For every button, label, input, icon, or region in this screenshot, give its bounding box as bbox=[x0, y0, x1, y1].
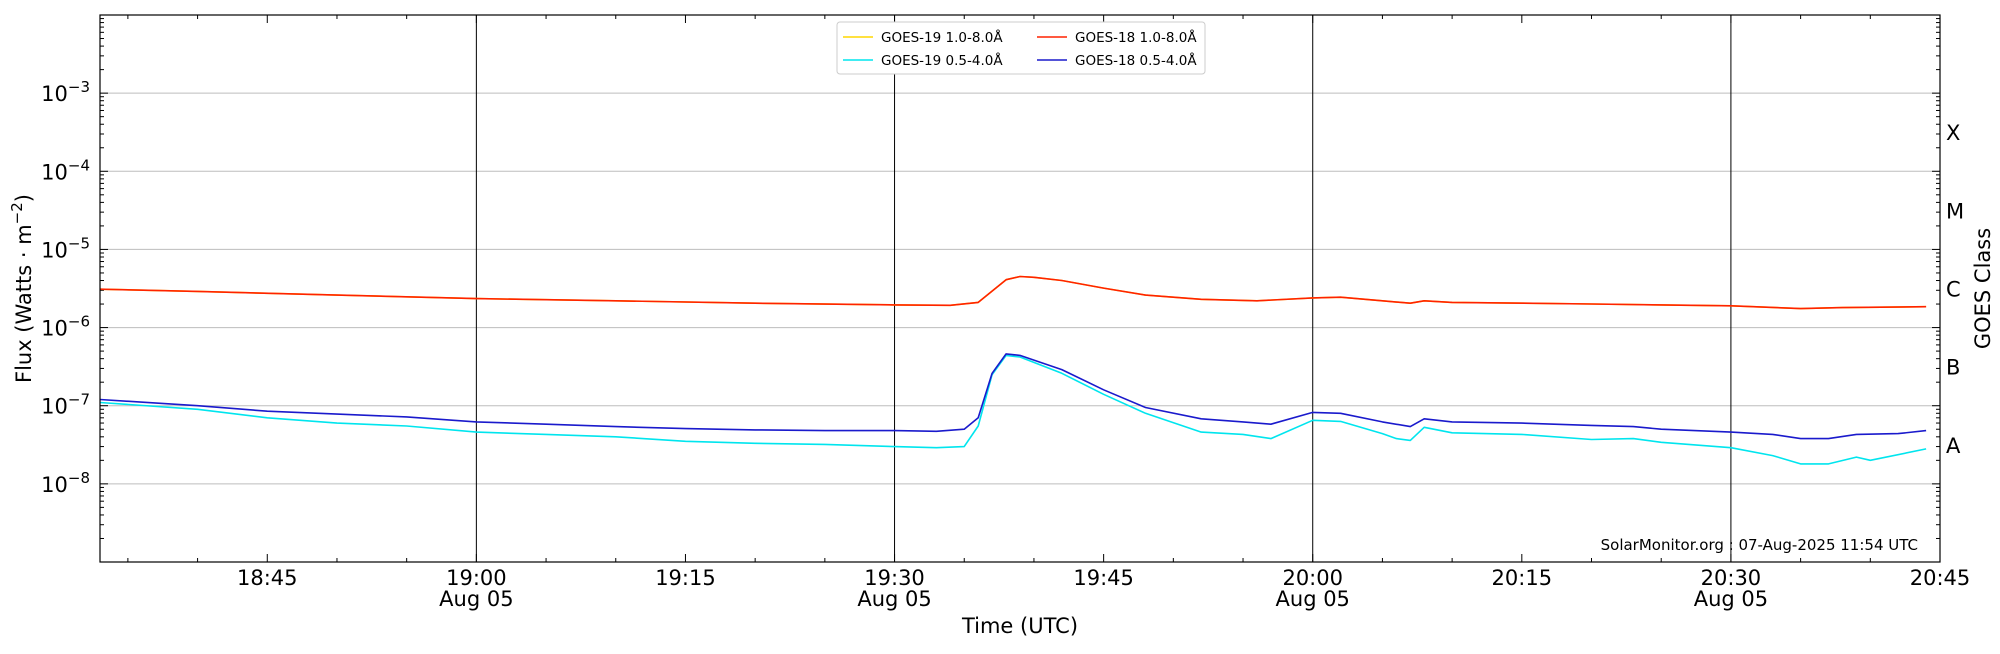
credit-text: SolarMonitor.org : 07-Aug-2025 11:54 UTC bbox=[1601, 536, 1918, 554]
goes-class-label: X bbox=[1946, 121, 1960, 145]
goes-class-axis-title: GOES Class bbox=[1971, 228, 1995, 349]
y-tick-label: 10−7 bbox=[41, 391, 90, 419]
y-tick-label: 10−3 bbox=[41, 78, 90, 106]
x-tick-label: 19:45 bbox=[1073, 566, 1134, 590]
goes-class-label: B bbox=[1946, 356, 1960, 380]
x-axis-title: Time (UTC) bbox=[961, 614, 1078, 638]
series-line bbox=[99, 275, 1927, 310]
x-tick-date-label: Aug 05 bbox=[1276, 587, 1350, 611]
legend-label: GOES-19 1.0-8.0Å bbox=[881, 29, 1003, 46]
x-tick-label: 18:45 bbox=[237, 566, 298, 590]
legend-box bbox=[836, 21, 1206, 75]
plot-frame bbox=[99, 14, 1941, 563]
series-line bbox=[99, 353, 1927, 440]
legend-label: GOES-18 1.0-8.0Å bbox=[1075, 29, 1197, 46]
x-tick-date-label: Aug 05 bbox=[439, 587, 513, 611]
x-tick-label: 20:45 bbox=[1910, 566, 1971, 590]
legend: GOES-19 1.0-8.0Å GOES-19 0.5-4.0Å GOES-18 … bbox=[836, 21, 1206, 75]
x-tick-date-label: Aug 05 bbox=[857, 587, 931, 611]
x-tick-label: 19:30 bbox=[864, 566, 925, 590]
legend-label: GOES-19 0.5-4.0Å bbox=[881, 52, 1003, 69]
series-line bbox=[99, 275, 1927, 310]
x-tick-label: 19:15 bbox=[655, 566, 716, 590]
legend-label: GOES-18 0.5-4.0Å bbox=[1075, 52, 1197, 69]
goes-class-label: C bbox=[1946, 278, 1961, 302]
y-axis-title: Flux (Watts · m−2) bbox=[8, 194, 36, 383]
x-tick-label: 20:00 bbox=[1282, 566, 1343, 590]
x-tick-label: 20:30 bbox=[1701, 566, 1762, 590]
goes-class-label: A bbox=[1946, 434, 1961, 458]
y-tick-label: 10−8 bbox=[41, 469, 90, 497]
series-line bbox=[99, 354, 1927, 465]
y-tick-label: 10−6 bbox=[41, 313, 90, 341]
x-tick-label: 19:00 bbox=[446, 566, 507, 590]
y-tick-label: 10−4 bbox=[41, 156, 90, 184]
y-tick-label: 10−5 bbox=[41, 234, 90, 262]
x-tick-label: 20:15 bbox=[1492, 566, 1553, 590]
x-tick-date-label: Aug 05 bbox=[1694, 587, 1768, 611]
goes-class-label: M bbox=[1946, 199, 1964, 223]
